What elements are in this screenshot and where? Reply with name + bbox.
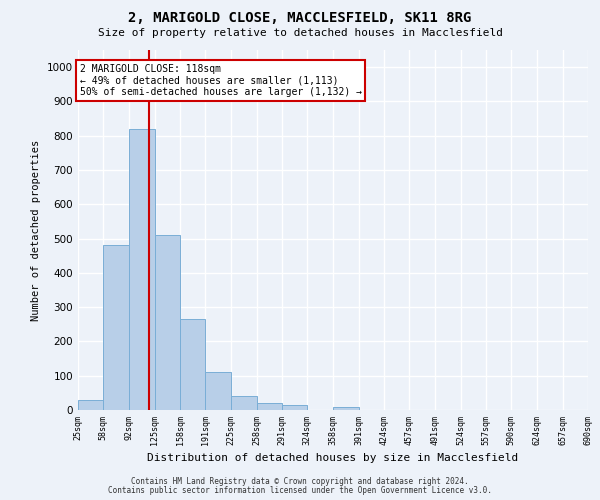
Bar [78,400,103,410]
Bar [334,406,359,410]
Bar [205,372,232,410]
Bar [180,319,205,410]
Text: 2, MARIGOLD CLOSE, MACCLESFIELD, SK11 8RG: 2, MARIGOLD CLOSE, MACCLESFIELD, SK11 8R… [128,11,472,25]
Bar [155,235,180,410]
Text: Contains public sector information licensed under the Open Government Licence v3: Contains public sector information licen… [108,486,492,495]
X-axis label: Distribution of detached houses by size in Macclesfield: Distribution of detached houses by size … [148,453,518,463]
Bar [103,246,130,410]
Text: Size of property relative to detached houses in Macclesfield: Size of property relative to detached ho… [97,28,503,38]
Bar [282,405,307,410]
Text: 2 MARIGOLD CLOSE: 118sqm
← 49% of detached houses are smaller (1,113)
50% of sem: 2 MARIGOLD CLOSE: 118sqm ← 49% of detach… [80,64,362,97]
Text: Contains HM Land Registry data © Crown copyright and database right 2024.: Contains HM Land Registry data © Crown c… [131,477,469,486]
Bar [130,129,155,410]
Bar [257,403,282,410]
Y-axis label: Number of detached properties: Number of detached properties [31,140,41,320]
Bar [232,396,257,410]
